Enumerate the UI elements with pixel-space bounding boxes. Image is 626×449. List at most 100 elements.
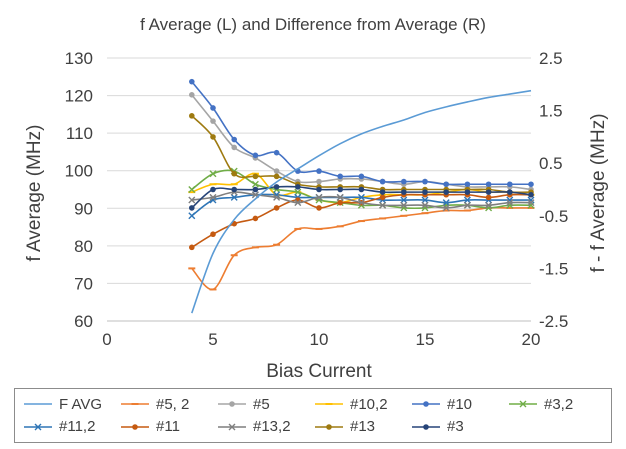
data-point — [189, 92, 195, 98]
data-point — [485, 194, 492, 201]
legend-swatch-marker — [423, 401, 429, 408]
legend-swatch — [315, 403, 343, 406]
legend-swatch — [121, 403, 149, 406]
data-point — [358, 173, 365, 180]
data-point — [358, 186, 365, 193]
data-point — [252, 173, 259, 180]
data-point — [316, 178, 322, 185]
data-point — [485, 201, 493, 209]
legend-label: #10 — [447, 395, 473, 413]
data-point — [188, 196, 196, 204]
data-point — [316, 205, 322, 211]
data-point — [252, 215, 259, 222]
data-point — [443, 181, 450, 188]
legend-swatch-marker — [326, 423, 332, 430]
legend-label: #11 — [156, 418, 180, 436]
data-point — [337, 199, 344, 206]
data-point — [485, 181, 492, 188]
data-point — [188, 186, 196, 193]
data-point — [507, 189, 513, 195]
data-point — [316, 168, 322, 174]
legend-item: #5 — [217, 393, 314, 416]
data-point — [209, 193, 217, 201]
legend-swatch-marker — [423, 423, 429, 430]
data-point — [337, 186, 344, 193]
data-point — [464, 189, 471, 195]
legend-item: #11 — [120, 416, 217, 439]
y-tick-label: 60 — [74, 312, 93, 331]
legend-item: #13,2 — [217, 416, 314, 439]
legend-item: #10,2 — [314, 393, 411, 416]
legend-label: #13 — [350, 418, 376, 436]
data-point — [209, 170, 217, 178]
legend-grid: F AVG #5, 2 #5 #10,2 #10 #3,2 #11,2 #11 #13,2 #13… — [23, 393, 605, 438]
chart-title: f Average (L) and Difference from Averag… — [140, 15, 486, 34]
data-point — [464, 181, 471, 188]
legend-label: F AVG — [59, 395, 103, 413]
data-point — [527, 199, 535, 207]
y-tick-label: 70 — [74, 274, 93, 293]
data-point — [357, 199, 365, 207]
data-point — [273, 184, 280, 190]
data-point — [252, 152, 259, 159]
data-point — [231, 186, 237, 193]
data-point — [231, 136, 237, 143]
legend-swatch — [24, 423, 52, 431]
data-point — [231, 170, 237, 177]
data-point — [210, 186, 216, 193]
data-point — [251, 180, 259, 188]
data-point — [379, 194, 386, 201]
series-3 — [189, 184, 534, 211]
data-point — [273, 193, 281, 201]
legend-swatch-marker — [228, 423, 236, 431]
legend-item: #3,2 — [508, 393, 605, 416]
y2-axis-label: f - f Average (MHz) — [588, 113, 609, 272]
data-point — [485, 189, 492, 195]
data-point — [401, 189, 407, 195]
data-point — [189, 205, 195, 211]
legend-swatch-marker — [519, 400, 527, 408]
series-f-avg — [191, 89, 532, 314]
legend-item: #11,2 — [23, 416, 120, 439]
y2-tick-label: 2.5 — [539, 49, 563, 68]
x-tick-label: 10 — [310, 330, 329, 349]
data-point — [379, 189, 386, 195]
legend-label: #3,2 — [544, 395, 574, 413]
legend-item: F AVG — [23, 393, 120, 416]
data-point — [231, 144, 237, 151]
data-point — [463, 201, 471, 209]
data-point — [336, 193, 344, 201]
y-tick-label: 90 — [74, 199, 93, 218]
data-point — [400, 196, 408, 204]
data-point — [230, 193, 238, 201]
data-point — [379, 201, 387, 209]
legend-label: #5 — [253, 395, 270, 413]
legend-swatch — [412, 401, 440, 408]
y-tick-label: 80 — [74, 237, 93, 256]
data-point — [463, 196, 471, 204]
data-point — [210, 105, 216, 111]
series-line — [191, 89, 532, 314]
x-tick-label: 15 — [416, 330, 435, 349]
data-point — [507, 181, 513, 188]
data-point — [337, 173, 344, 180]
data-point — [421, 196, 429, 204]
legend-item: #5, 2 — [120, 393, 217, 416]
y-tick-label: 110 — [66, 124, 93, 143]
y2-tick-label: -2.5 — [539, 312, 568, 331]
y-tick-label: 120 — [65, 87, 93, 106]
legend-swatch-marker — [132, 423, 138, 430]
series-13-2 — [188, 188, 535, 212]
x-tick-label: 5 — [208, 330, 217, 349]
x-tick-label: 20 — [522, 330, 541, 349]
legend-item: #3 — [411, 416, 508, 439]
data-point — [189, 244, 195, 251]
x-tick-label: 0 — [102, 330, 111, 349]
data-point — [189, 113, 195, 119]
legend-swatch — [509, 400, 537, 408]
data-point — [210, 134, 216, 140]
data-point — [273, 205, 280, 211]
y-axis-label: f Average (MHz) — [24, 125, 45, 262]
y-tick-label: 130 — [65, 49, 93, 68]
data-point — [379, 178, 386, 185]
